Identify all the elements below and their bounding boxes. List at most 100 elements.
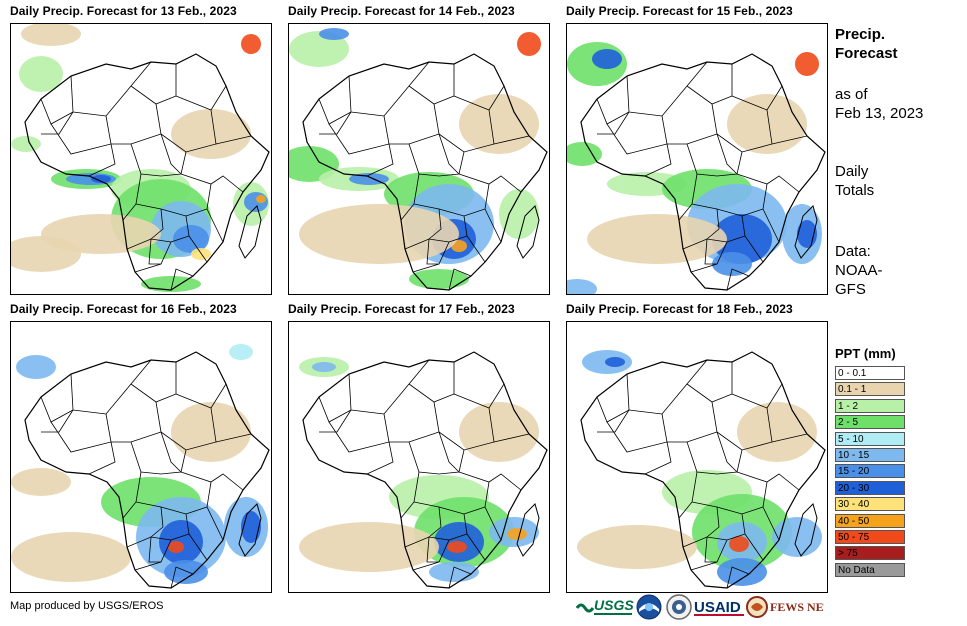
country-border [744,533,764,561]
country-border [704,238,717,265]
precip-area [795,52,819,76]
forecast-panel-16-feb: Daily Precip. Forecast for 16 Feb., 2023 [10,302,272,593]
legend-label: 1 - 2 [838,400,859,412]
legend-label: > 75 [838,548,858,560]
country-border [448,566,472,589]
precip-map [288,23,550,295]
country-border [170,566,194,589]
country-border [438,133,460,175]
precip-area [21,24,81,46]
country-border [466,533,486,561]
madagascar-outline [516,503,540,557]
precip-area [11,468,71,496]
legend-swatch: 15 - 20 [835,464,905,479]
country-border [686,441,743,475]
country-border [72,61,152,117]
country-border [366,441,394,475]
madagascar-outline [238,205,262,259]
legend-item: No Data [835,562,905,579]
country-border [706,208,720,240]
map-svg [11,344,270,589]
precip-area [19,56,63,92]
precip-area [16,355,56,379]
country-border [130,64,177,105]
country-border [438,407,495,451]
forecast-panel-15-feb: Daily Precip. Forecast for 15 Feb., 2023 [566,4,828,295]
precip-area [349,173,389,185]
country-border [50,115,112,155]
legend-item: 5 - 10 [835,431,905,448]
legend-swatch: 5 - 10 [835,431,905,446]
country-border [426,536,439,563]
country-border [736,471,800,491]
country-border [188,533,208,561]
precip-area [567,142,602,166]
precip-area [605,357,625,367]
country-border [319,111,352,135]
legend-label: No Data [838,564,875,576]
precip-area [11,136,41,152]
legend-label: 20 - 30 [838,482,870,494]
legend-swatch: 20 - 30 [835,480,905,495]
country-border [644,143,672,177]
legend-item: 40 - 50 [835,513,905,530]
precip-area [256,195,266,203]
data-line1: Data: [835,243,871,260]
country-border [350,61,430,117]
country-border [426,238,439,265]
legend-label: 30 - 40 [838,499,870,511]
legend-item: 15 - 20 [835,464,905,480]
country-border [50,413,112,453]
precip-area [727,94,807,154]
noaa-logo [636,594,662,620]
country-border [704,536,717,563]
precip-area [712,252,752,276]
country-border [716,407,773,451]
country-border [458,173,522,193]
precip-area [41,214,161,254]
madagascar-outline [794,503,818,557]
precip-area [717,558,767,586]
country-border [180,173,244,193]
country-border [771,135,808,145]
forecast-panel-13-feb: Daily Precip. Forecast for 13 Feb., 2023 [10,4,272,295]
country-border [466,235,486,263]
precip-area [409,269,469,289]
precip-area [517,32,541,56]
country-border [148,536,161,563]
country-border [628,61,708,117]
map-svg [11,24,270,292]
country-border [596,373,630,423]
country-border [111,103,162,145]
country-border [726,566,750,589]
precip-area [729,536,749,552]
country-border [762,506,780,541]
country-border [596,75,630,125]
country-border [716,109,773,153]
usgs-logo-text: USGS [594,597,634,613]
legend-item: 50 - 75 [835,530,905,546]
legend-swatch: 0.1 - 1 [835,382,905,397]
precip-area [592,49,622,69]
map-svg [289,28,548,291]
country-border [148,238,161,265]
country-border [716,133,738,175]
country-border [88,441,116,475]
precip-area [459,94,539,154]
legend-label: 0 - 0.1 [838,368,867,379]
legend-item: > 75 [835,546,905,562]
legend-item: 0 - 0.1 [835,366,905,382]
legend-label: 5 - 10 [838,433,864,445]
legend-item: 30 - 40 [835,497,905,513]
precip-area [168,541,184,553]
country-border [484,208,502,243]
country-border [686,143,743,177]
legend-label: 10 - 15 [838,450,870,461]
country-border [686,64,733,105]
country-border [130,143,187,177]
country-border [667,103,718,145]
country-border [41,409,74,433]
panel-title: Daily Precip. Forecast for 18 Feb., 2023 [566,302,793,316]
country-border [40,373,74,423]
side-title: Precip. Forecast [835,25,898,63]
